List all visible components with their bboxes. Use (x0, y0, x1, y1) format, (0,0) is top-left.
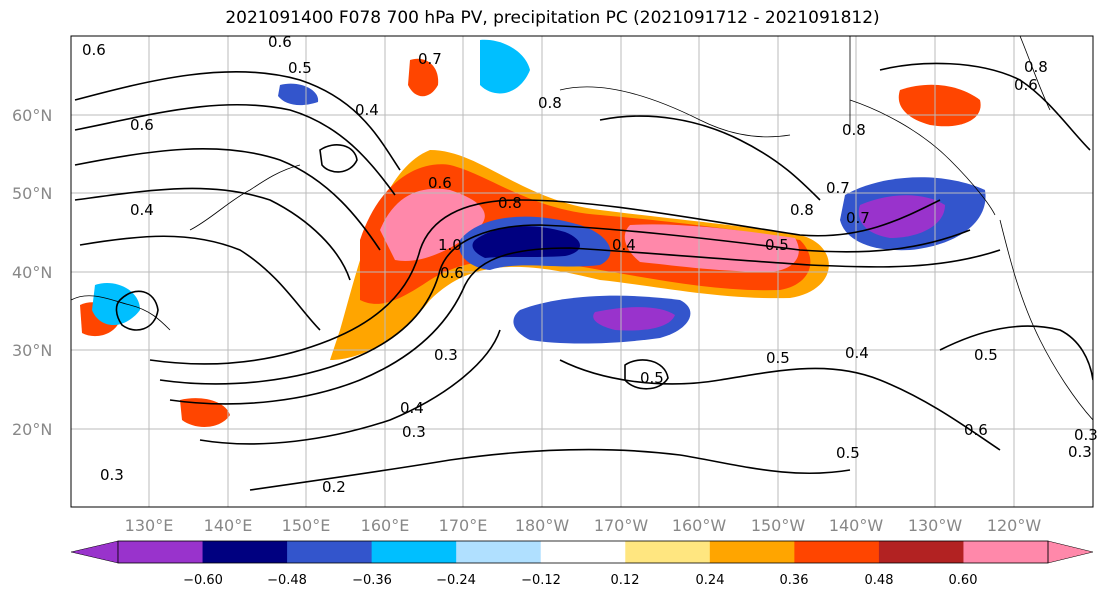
map-frame (70, 35, 1094, 508)
colorbar-segment (456, 541, 542, 563)
precip-positive-north (408, 58, 439, 97)
lat-label: 30°N (12, 341, 52, 360)
colorbar-segments (118, 541, 1049, 563)
colorbar-segment (202, 541, 288, 563)
contour-label: 0.6 (82, 41, 106, 59)
chart-title: 2021091400 F078 700 hPa PV, precipitatio… (225, 8, 880, 28)
lon-label: 140°W (829, 516, 884, 535)
lon-label: 150°E (282, 516, 331, 535)
colorbar-tick: −0.12 (521, 573, 561, 588)
contour-label: 0.5 (640, 369, 664, 387)
contour-label: 0.8 (498, 194, 522, 212)
contour-label: 0.2 (322, 478, 346, 496)
colorbar-tick: −0.60 (183, 573, 223, 588)
contour-label: 0.6 (428, 174, 452, 192)
colorbar-segment (963, 541, 1049, 563)
colorbar-segment (287, 541, 373, 563)
lon-label: 160°W (672, 516, 727, 535)
contour-label: 0.3 (1068, 443, 1092, 461)
precip-shading (80, 39, 986, 427)
contour-label: 0.7 (826, 179, 850, 197)
contour-label: 1.0 (438, 236, 462, 254)
contour-label: 0.6 (1014, 76, 1038, 94)
colorbar-segment (540, 541, 626, 563)
lon-label: 170°E (439, 516, 488, 535)
precip-negative-east-core (858, 195, 945, 238)
lon-label: 120°W (987, 516, 1042, 535)
contour-label: 0.5 (766, 349, 790, 367)
contour-label: 0.4 (612, 236, 636, 254)
coastlines (71, 36, 1093, 421)
pv-contours (74, 62, 1093, 491)
latitude-labels: 60°N 50°N 40°N 30°N 20°N (12, 106, 52, 439)
contour-labels: 0.6 0.6 0.5 0.7 0.4 0.8 0.8 0.8 0.6 0.8 … (82, 33, 1098, 496)
lon-label: 130°W (908, 516, 963, 535)
colorbar-segment (794, 541, 880, 563)
colorbar-tick: 0.12 (611, 573, 640, 588)
contour-label: 0.5 (836, 444, 860, 462)
contour-label: 0.4 (355, 101, 379, 119)
contour-label: 0.3 (434, 346, 458, 364)
colorbar-tick: −0.36 (352, 573, 392, 588)
lon-label: 150°W (751, 516, 806, 535)
lon-label: 170°W (594, 516, 649, 535)
precip-negative-center-core (472, 226, 580, 258)
precip-negative-north (480, 39, 530, 94)
lat-label: 60°N (12, 106, 52, 125)
contour-label: 0.6 (440, 264, 464, 282)
colorbar-ticks: −0.60 −0.48 −0.36 −0.24 −0.12 0.12 0.24 … (183, 573, 977, 588)
precip-positive-sw (180, 398, 230, 427)
contour-label: 0.8 (790, 201, 814, 219)
colorbar-segment (709, 541, 795, 563)
colorbar-tick: 0.24 (696, 573, 725, 588)
contour-label: 0.4 (845, 344, 869, 362)
contour-label: 0.4 (400, 399, 424, 417)
colorbar-segment (371, 541, 457, 563)
colorbar-tick: −0.24 (436, 573, 476, 588)
colorbar-tick: 0.36 (780, 573, 809, 588)
colorbar: −0.60 −0.48 −0.36 −0.24 −0.12 0.12 0.24 … (70, 540, 1094, 588)
contour-label: 0.3 (100, 466, 124, 484)
colorbar-extend-low (70, 540, 119, 564)
precip-negative-south-core (593, 307, 675, 331)
lat-label: 50°N (12, 184, 52, 203)
longitude-labels: 130°E 140°E 150°E 160°E 170°E 180°W 170°… (125, 516, 1042, 535)
colorbar-tick: 0.60 (949, 573, 978, 588)
colorbar-segment (625, 541, 711, 563)
contour-label: 0.5 (288, 59, 312, 77)
lat-label: 20°N (12, 420, 52, 439)
contour-label: 0.8 (538, 94, 562, 112)
precip-negative-nw (278, 83, 319, 106)
contour-label: 0.5 (765, 236, 789, 254)
contour-label: 0.8 (842, 121, 866, 139)
lon-label: 180°W (515, 516, 570, 535)
lon-label: 140°E (204, 516, 253, 535)
colorbar-frame (117, 540, 1049, 564)
lon-label: 160°E (361, 516, 410, 535)
colorbar-segment (878, 541, 964, 563)
contour-label: 0.5 (974, 346, 998, 364)
precip-positive-northeast (898, 84, 981, 127)
map-panel: 0.6 0.6 0.5 0.7 0.4 0.8 0.8 0.8 0.6 0.8 … (70, 33, 1098, 508)
colorbar-segment (118, 541, 204, 563)
contour-label: 0.6 (268, 33, 292, 51)
precip-positive-max-2 (624, 224, 799, 272)
contour-label: 0.7 (418, 50, 442, 68)
contour-label: 0.4 (130, 201, 154, 219)
contour-label: 0.6 (130, 116, 154, 134)
colorbar-tick: −0.48 (267, 573, 307, 588)
colorbar-extend-high (1047, 540, 1094, 564)
contour-label: 0.3 (402, 423, 426, 441)
contour-label: 0.8 (1024, 58, 1048, 76)
lat-label: 40°N (12, 263, 52, 282)
lon-label: 130°E (125, 516, 174, 535)
contour-label: 0.7 (846, 209, 870, 227)
contour-label: 0.6 (964, 421, 988, 439)
contour-label: 0.3 (1074, 426, 1098, 444)
precip-positive-max (380, 188, 485, 261)
colorbar-tick: 0.48 (865, 573, 894, 588)
